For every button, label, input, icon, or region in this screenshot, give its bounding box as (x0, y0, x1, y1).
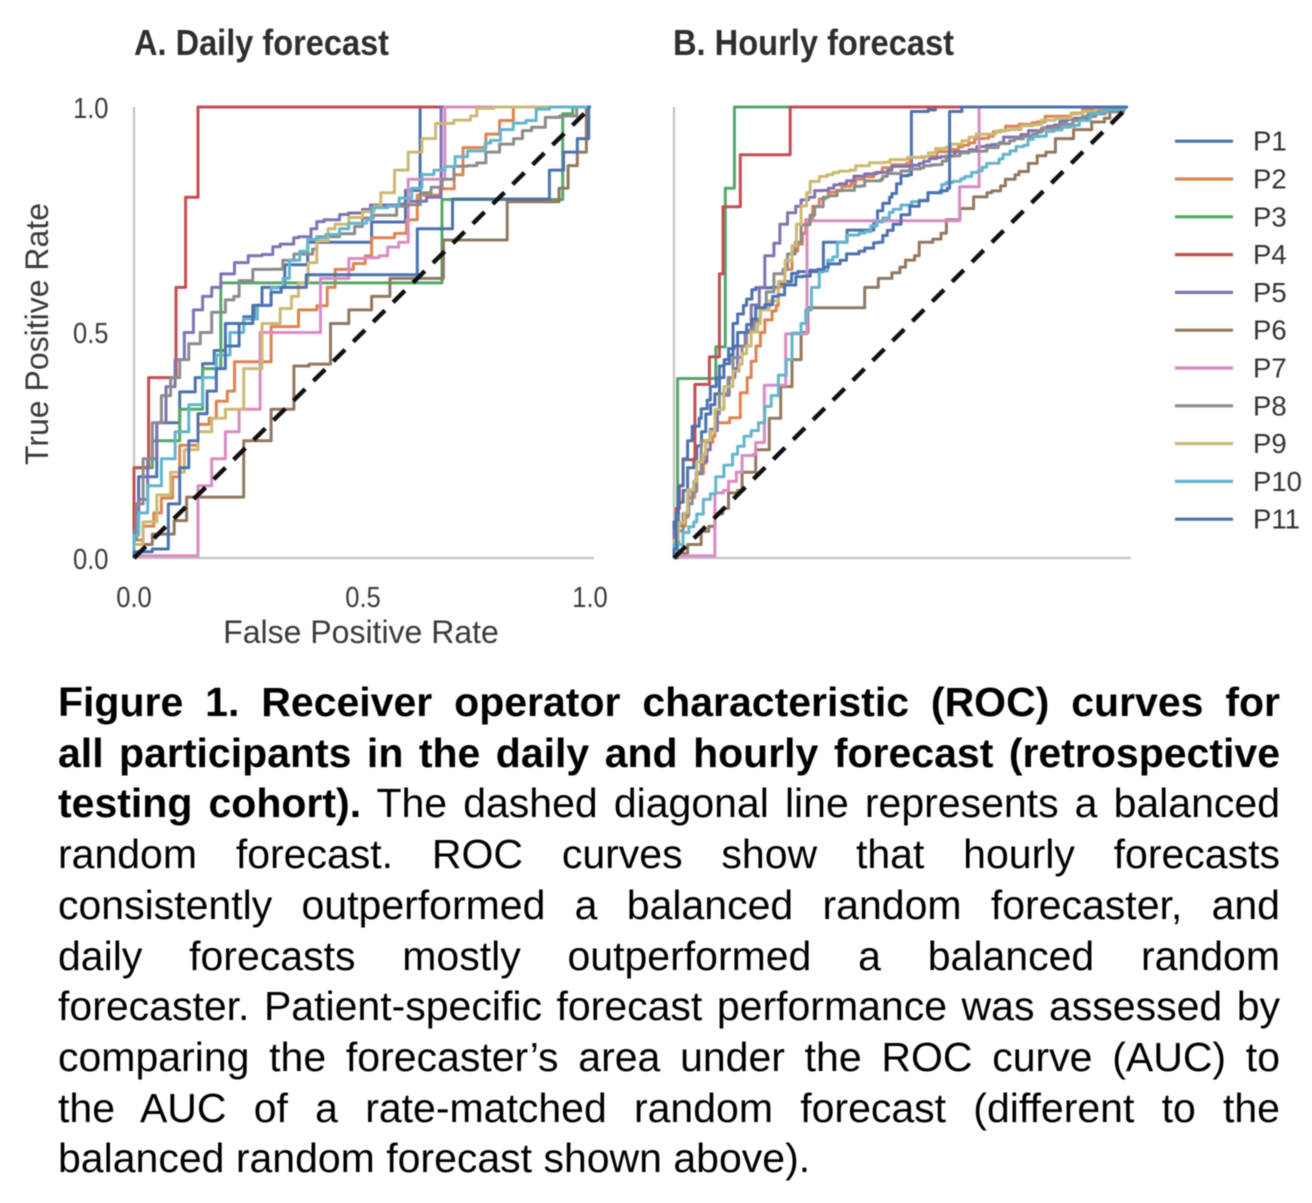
svg-text:P3: P3 (1253, 201, 1287, 232)
svg-text:P7: P7 (1253, 353, 1287, 384)
svg-text:False Positive Rate: False Positive Rate (223, 614, 499, 650)
svg-text:True Positive Rate: True Positive Rate (19, 203, 55, 465)
svg-text:P11: P11 (1253, 504, 1300, 535)
svg-text:A. Daily forecast: A. Daily forecast (134, 22, 389, 63)
svg-text:1.0: 1.0 (73, 93, 109, 125)
svg-text:0.5: 0.5 (73, 318, 109, 350)
svg-text:P4: P4 (1253, 239, 1287, 270)
svg-text:1.0: 1.0 (572, 582, 608, 614)
svg-text:P6: P6 (1253, 315, 1287, 346)
svg-text:0.0: 0.0 (116, 582, 152, 614)
svg-text:P1: P1 (1253, 126, 1287, 157)
svg-text:B. Hourly forecast: B. Hourly forecast (673, 22, 954, 63)
svg-text:P9: P9 (1253, 428, 1287, 459)
svg-text:P5: P5 (1253, 277, 1287, 308)
svg-text:0.0: 0.0 (73, 544, 109, 576)
svg-text:P10: P10 (1253, 466, 1302, 497)
svg-text:P2: P2 (1253, 164, 1287, 195)
svg-text:0.5: 0.5 (345, 582, 381, 614)
svg-text:P8: P8 (1253, 390, 1287, 421)
